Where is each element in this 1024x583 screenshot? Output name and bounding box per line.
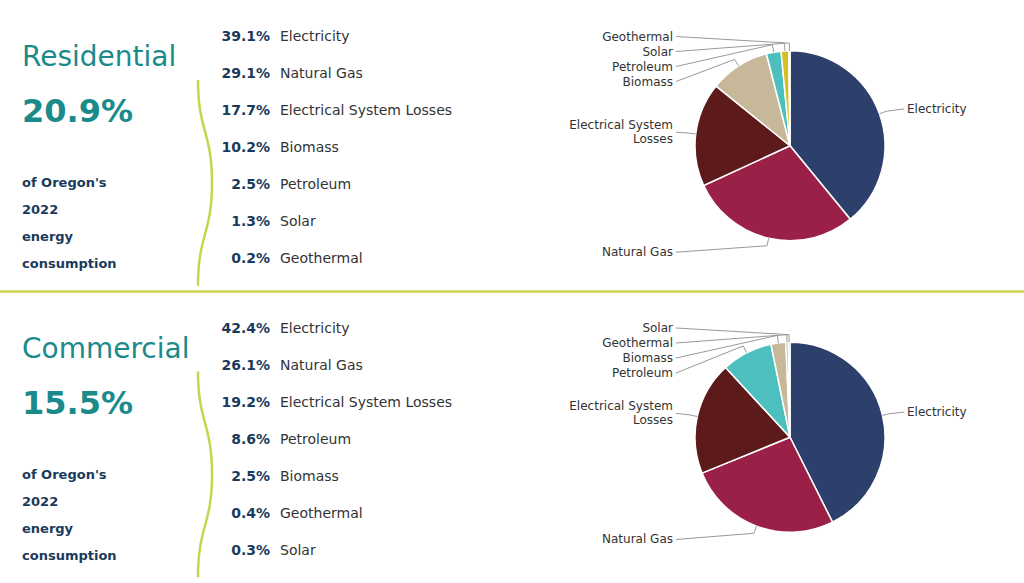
- pie: [695, 51, 885, 241]
- slice-label: Biomass: [623, 75, 673, 89]
- slice-label: Petroleum: [612, 60, 673, 74]
- section: Residential 20.9% of Oregon's 2022 energy con…: [22, 28, 967, 286]
- slice: [771, 342, 790, 437]
- slice-label: Natural Gas: [602, 245, 673, 259]
- annotation: 2022: [22, 202, 58, 217]
- leader-line: [676, 413, 697, 416]
- title: Residential: [22, 40, 176, 73]
- data-label: 19.2%: [221, 394, 270, 410]
- data-label: 17.7%: [221, 102, 270, 118]
- slice-label: Geothermal: [602, 30, 673, 44]
- data-label: 42.4%: [221, 320, 270, 336]
- item-label: Solar: [280, 542, 316, 558]
- slice-label-line: Petroleum: [612, 60, 673, 74]
- slice-label: Natural Gas: [602, 532, 673, 546]
- annotation: energy: [22, 229, 74, 244]
- slice-label: Geothermal: [602, 336, 673, 350]
- data-label: 8.6%: [231, 431, 270, 447]
- annotation: energy: [22, 521, 74, 536]
- slice-label: Petroleum: [612, 366, 673, 380]
- background: [0, 0, 1024, 583]
- leader-line: [676, 37, 789, 51]
- item-label: Electricity: [280, 320, 350, 336]
- item-label: Geothermal: [280, 505, 363, 521]
- data-label: 1.3%: [231, 213, 270, 229]
- annotation: of Oregon's: [22, 467, 107, 482]
- data-label: 2.5%: [231, 176, 270, 192]
- leader-line: [676, 526, 757, 539]
- slice-label: Solar: [642, 321, 673, 335]
- slice: [788, 342, 790, 437]
- pie: [695, 342, 885, 532]
- item-label: Petroleum: [280, 431, 351, 447]
- item-label: Electricity: [280, 28, 350, 44]
- leader-line: [879, 109, 904, 114]
- slice-label-line: Solar: [642, 45, 673, 59]
- leader-line: [676, 238, 769, 252]
- slice-label-line: Electrical System: [569, 399, 673, 413]
- slice-label-line: Solar: [642, 321, 673, 335]
- slice-label-line: Biomass: [623, 75, 673, 89]
- item-label: Solar: [280, 213, 316, 229]
- leader-line: [676, 346, 747, 373]
- slice: [786, 342, 790, 437]
- leader-line: [676, 59, 739, 81]
- infographic: Residential 20.9% of Oregon's 2022 energy con…: [0, 0, 1024, 583]
- slice-label-line: Electricity: [907, 102, 967, 116]
- data-label: 0.2%: [231, 250, 270, 266]
- slice-label: Solar: [642, 45, 673, 59]
- annotation: of Oregon's: [22, 175, 107, 190]
- data-label: 2.5%: [231, 468, 270, 484]
- slice-label-line: Electricity: [907, 405, 967, 419]
- item-label: Electrical System Losses: [280, 394, 452, 410]
- leader-line: [676, 335, 787, 343]
- item-label: Petroleum: [280, 176, 351, 192]
- slice-label-line: Losses: [633, 132, 673, 146]
- leader-line: [676, 335, 778, 358]
- slice-label: Electrical SystemLosses: [569, 399, 673, 427]
- item-label: Geothermal: [280, 250, 363, 266]
- slice: [781, 51, 790, 146]
- slice-label-line: Natural Gas: [602, 532, 673, 546]
- brace: [198, 80, 212, 286]
- title: Commercial: [22, 332, 189, 365]
- item-label: Biomass: [280, 139, 339, 155]
- item-label: Biomass: [280, 468, 339, 484]
- item-label: Natural Gas: [280, 357, 363, 373]
- data-label: 0.4%: [231, 505, 270, 521]
- leader-line: [676, 328, 789, 342]
- data-label: 26.1%: [221, 357, 270, 373]
- leader-line: [676, 132, 696, 134]
- slice-label-line: Petroleum: [612, 366, 673, 380]
- slice: [789, 51, 790, 146]
- slice-label-line: Losses: [633, 413, 673, 427]
- data-label: 39.1%: [221, 28, 270, 44]
- subtitle: 15.5%: [22, 384, 133, 422]
- brace: [198, 372, 212, 578]
- slice-label: Electricity: [907, 405, 967, 419]
- data-label: 29.1%: [221, 65, 270, 81]
- data-label: 0.3%: [231, 542, 270, 558]
- annotation: 2022: [22, 494, 58, 509]
- slice-label-line: Natural Gas: [602, 245, 673, 259]
- slice-label: Electricity: [907, 102, 967, 116]
- leader-line: [676, 43, 785, 51]
- slice: [766, 51, 790, 146]
- section: Commercial 15.5% of Oregon's 2022 energy cons…: [22, 320, 967, 578]
- annotation: consumption: [22, 256, 117, 271]
- item-label: Electrical System Losses: [280, 102, 452, 118]
- item-label: Natural Gas: [280, 65, 363, 81]
- slice-label-line: Electrical System: [569, 118, 673, 132]
- data-label: 10.2%: [221, 139, 270, 155]
- slice-label-line: Biomass: [623, 351, 673, 365]
- subtitle: 20.9%: [22, 92, 133, 130]
- divider: [0, 290, 1024, 293]
- leader-line: [882, 412, 904, 415]
- slice-label-line: Geothermal: [602, 30, 673, 44]
- annotation: consumption: [22, 548, 117, 563]
- slice-label: Biomass: [623, 351, 673, 365]
- slice-label-line: Geothermal: [602, 336, 673, 350]
- slice-label: Electrical SystemLosses: [569, 118, 673, 146]
